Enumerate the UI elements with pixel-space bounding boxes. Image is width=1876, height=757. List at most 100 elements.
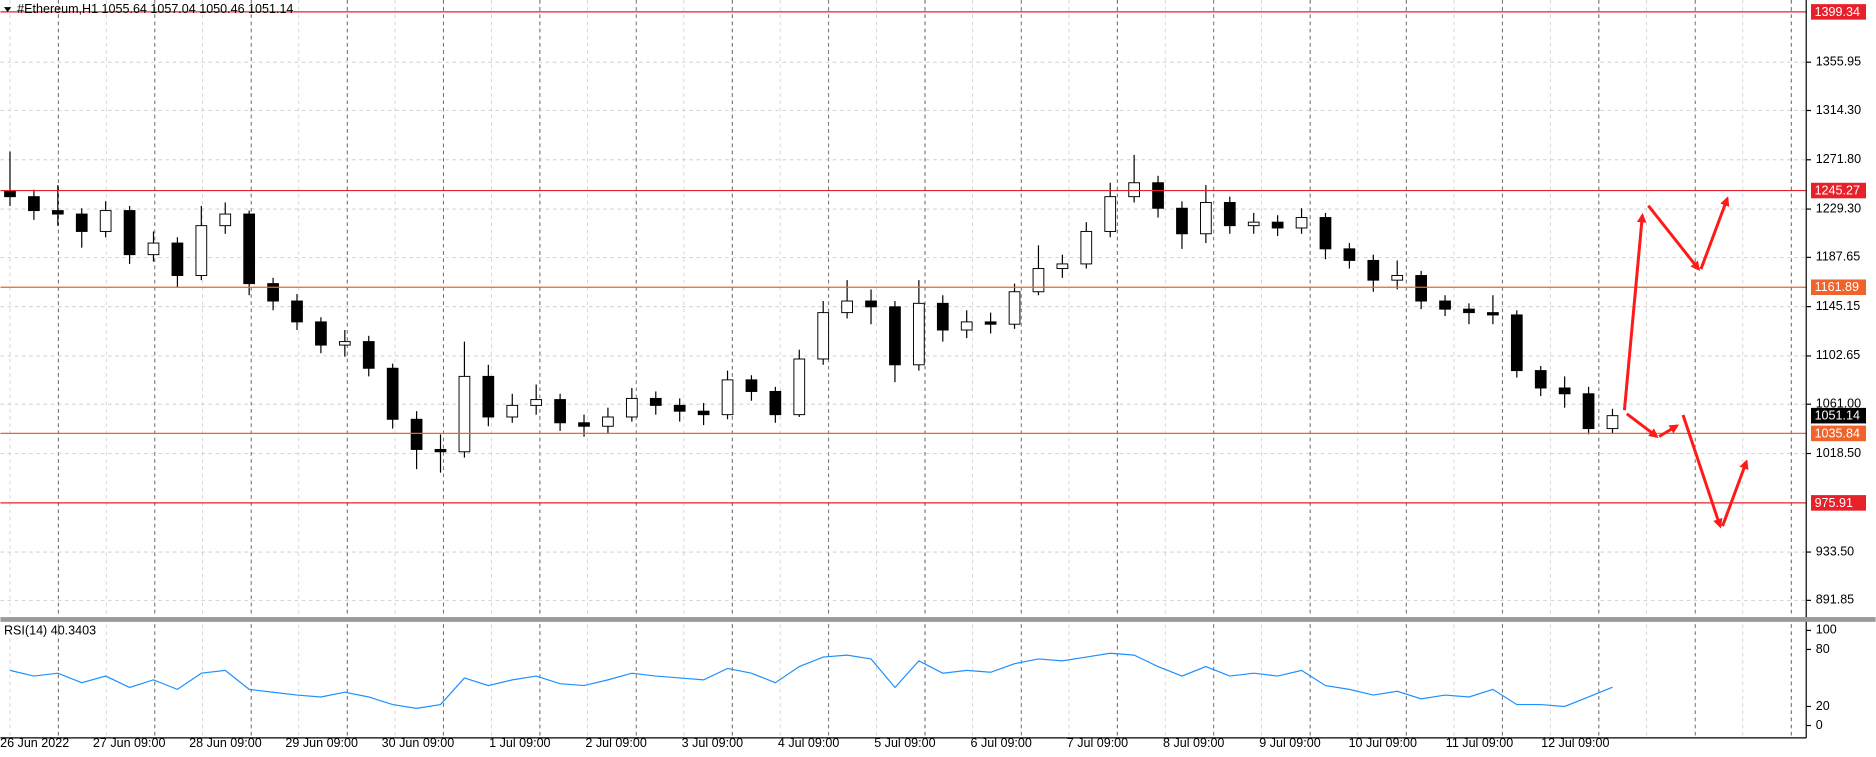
grid-layer bbox=[0, 0, 1812, 738]
candle-body bbox=[1176, 207, 1188, 235]
candle-body bbox=[1223, 201, 1236, 227]
candle-body bbox=[386, 367, 399, 420]
candle-body bbox=[99, 210, 112, 232]
drawn-arrows bbox=[1622, 196, 1749, 529]
candle-body bbox=[506, 404, 519, 418]
candle-body bbox=[267, 283, 279, 302]
arrow bbox=[1681, 414, 1723, 529]
candle-body bbox=[1510, 314, 1523, 372]
candle-body bbox=[1128, 182, 1140, 198]
level-label-bg bbox=[1811, 4, 1867, 20]
candle-body bbox=[458, 375, 471, 453]
rsi-line bbox=[9, 652, 1613, 709]
candle-body bbox=[1056, 263, 1069, 270]
candle-body bbox=[410, 418, 423, 450]
candle-body bbox=[1008, 291, 1021, 325]
level-label: 1035.84 bbox=[1815, 426, 1860, 440]
candle-body bbox=[817, 312, 830, 360]
y-tick-label: 1187.65 bbox=[1816, 250, 1860, 264]
candle-body bbox=[195, 225, 208, 276]
candle-body bbox=[530, 399, 543, 406]
candle-body bbox=[960, 321, 973, 331]
current-price-label: 1051.14 bbox=[1815, 409, 1860, 423]
level-label: 975.91 bbox=[1815, 496, 1853, 510]
level-label: 1161.89 bbox=[1815, 280, 1859, 294]
candle-body bbox=[1367, 259, 1380, 281]
arrow bbox=[1699, 196, 1730, 270]
panel-separator bbox=[0, 617, 1876, 622]
candle-body bbox=[434, 448, 447, 453]
candle-body bbox=[936, 302, 949, 331]
candle-body bbox=[147, 242, 160, 256]
chart-title: #Ethereum,H1 1055.64 1057.04 1050.46 105… bbox=[17, 2, 293, 16]
candle-body bbox=[721, 379, 734, 416]
candle-body bbox=[1295, 217, 1308, 229]
x-tick-label: 27 Jun 09:00 bbox=[93, 736, 166, 750]
candle-body bbox=[769, 390, 782, 416]
x-tick-label: 11 Jul 09:00 bbox=[1446, 736, 1513, 750]
level-label-bg bbox=[1811, 182, 1867, 199]
candle-body bbox=[28, 196, 40, 212]
arrow bbox=[1658, 424, 1680, 438]
candle-body bbox=[1104, 196, 1117, 232]
candle-body bbox=[1439, 300, 1451, 310]
arrow bbox=[1721, 459, 1749, 527]
y-tick-label: 1229.30 bbox=[1816, 201, 1861, 215]
candle-body bbox=[482, 375, 495, 418]
labels-layer: 26 Jun 2022 27 Jun 09:00 28 Jun 09:00 29 Ju… bbox=[0, 4, 1867, 750]
candle-body bbox=[649, 397, 662, 406]
candle-body bbox=[841, 300, 853, 314]
y-tick-label: 1061.00 bbox=[1816, 397, 1861, 411]
candle-body bbox=[1247, 221, 1260, 227]
candle-body bbox=[219, 213, 232, 227]
candle-body bbox=[1558, 387, 1571, 395]
rsi-tick-label: 20 bbox=[1816, 699, 1830, 713]
menu-triangle bbox=[4, 7, 12, 12]
candle-body bbox=[1534, 370, 1547, 389]
marks-layer bbox=[0, 11, 1807, 709]
candle-body bbox=[745, 379, 758, 392]
candle-body bbox=[1391, 275, 1404, 281]
y-tick-label: 933.50 bbox=[1816, 544, 1854, 558]
candle-body bbox=[1080, 230, 1093, 265]
candle-body bbox=[315, 321, 327, 346]
candle-body bbox=[291, 300, 303, 323]
x-tick-label: 5 Jul 09:00 bbox=[874, 736, 935, 750]
x-tick-label: 2 Jul 09:00 bbox=[585, 736, 646, 750]
rsi-tick-label: 100 bbox=[1816, 623, 1837, 637]
candle-body bbox=[697, 410, 710, 416]
candle-body bbox=[362, 341, 375, 369]
y-tick-label: 1145.15 bbox=[1816, 299, 1860, 313]
x-tick-label: 12 Jul 09:00 bbox=[1541, 736, 1609, 750]
rsi-title: RSI(14) 40.3403 bbox=[4, 624, 96, 638]
candle-body bbox=[1271, 221, 1284, 229]
candle-body bbox=[1319, 217, 1332, 250]
y-tick-label: 1355.95 bbox=[1816, 55, 1861, 69]
candle-body bbox=[625, 397, 638, 418]
candle-body bbox=[1032, 268, 1045, 293]
candle-body bbox=[1463, 308, 1475, 314]
candle-body bbox=[793, 358, 806, 416]
x-tick-label: 3 Jul 09:00 bbox=[682, 736, 743, 750]
y-tick-label: 1314.30 bbox=[1816, 103, 1861, 117]
level-label-bg bbox=[1811, 495, 1867, 511]
level-label: 1399.34 bbox=[1815, 5, 1860, 19]
rsi-tick-label: 80 bbox=[1816, 642, 1830, 656]
candle-body bbox=[171, 242, 184, 276]
x-tick-label: 6 Jul 09:00 bbox=[970, 736, 1031, 750]
x-tick-label: 8 Jul 09:00 bbox=[1163, 736, 1224, 750]
candle-body bbox=[123, 210, 136, 256]
arrow bbox=[1625, 412, 1659, 438]
candle-body bbox=[1200, 201, 1212, 235]
candle-body bbox=[4, 190, 16, 198]
candle-body bbox=[338, 341, 351, 346]
arrow bbox=[1622, 212, 1647, 411]
candle-body bbox=[865, 300, 877, 308]
candle-body bbox=[243, 213, 256, 285]
candle-body bbox=[51, 210, 64, 215]
candle-body bbox=[1343, 248, 1356, 261]
x-tick-label: 10 Jul 09:00 bbox=[1349, 736, 1417, 750]
candle-body bbox=[673, 404, 686, 412]
